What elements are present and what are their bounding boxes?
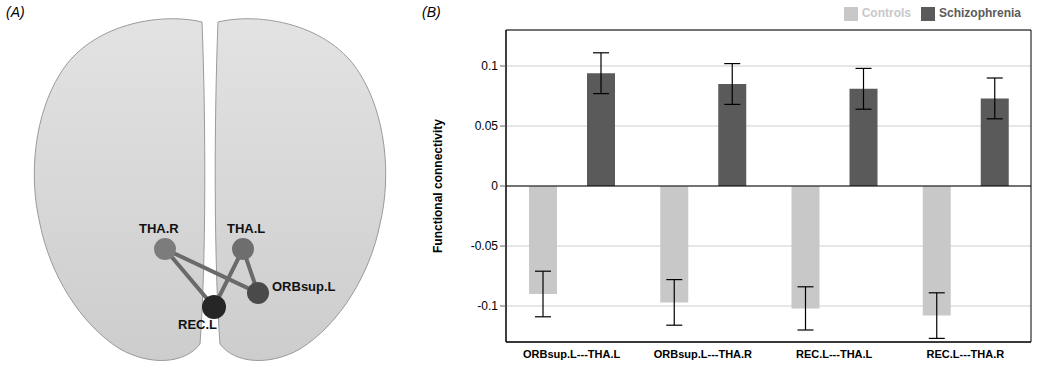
svg-text:REC.L---THA.L: REC.L---THA.L bbox=[796, 348, 873, 360]
svg-text:Functional connectivity: Functional connectivity bbox=[431, 119, 445, 253]
svg-text:-0.05: -0.05 bbox=[471, 239, 499, 253]
svg-text:-0.1: -0.1 bbox=[477, 299, 498, 313]
html-text:Controls: Controls bbox=[861, 6, 911, 20]
svg-text:THA.L: THA.L bbox=[227, 221, 265, 236]
svg-text:REC.L: REC.L bbox=[178, 317, 217, 332]
html-text:(B): (B) bbox=[422, 4, 441, 20]
svg-text:ORBsup.L---THA.R: ORBsup.L---THA.R bbox=[654, 348, 752, 360]
html-text:(A): (A) bbox=[6, 4, 25, 20]
svg-text:THA.R: THA.R bbox=[139, 221, 179, 236]
html-text:Schizophrenia: Schizophrenia bbox=[939, 6, 1021, 20]
svg-text:ORBsup.L: ORBsup.L bbox=[272, 279, 336, 294]
svg-text:REC.L---THA.R: REC.L---THA.R bbox=[927, 348, 1005, 360]
svg-text:ORBsup.L---THA.L: ORBsup.L---THA.L bbox=[523, 348, 620, 360]
svg-text:0: 0 bbox=[491, 179, 498, 193]
svg-text:0.1: 0.1 bbox=[481, 59, 498, 73]
svg-text:0.05: 0.05 bbox=[475, 119, 499, 133]
